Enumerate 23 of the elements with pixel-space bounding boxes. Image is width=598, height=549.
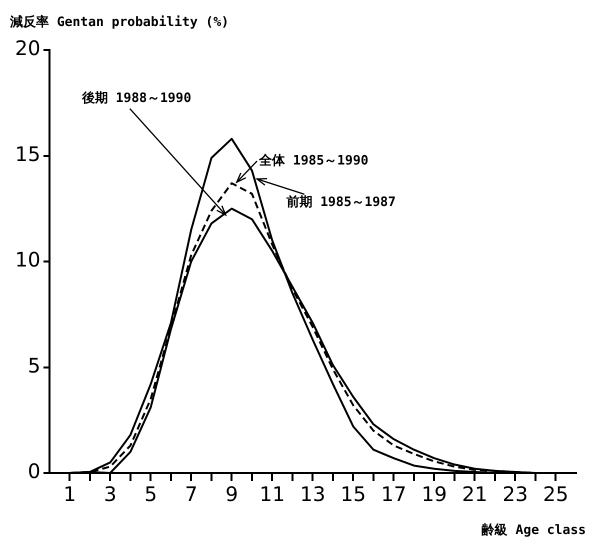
x-tick-label: 9 [225,482,238,506]
y-tick-label: 20 [14,36,40,60]
y-tick-label: 0 [28,459,40,484]
x-tick-label: 23 [502,482,528,506]
x-tick-label: 1 [63,482,76,506]
y-axis-title: 減反率 Gentan probability (%) [9,14,230,30]
x-tick-label: 17 [381,482,406,506]
series-label: 前期 1985～1987 [285,194,396,210]
series-label: 全体 1985～1990 [258,154,369,169]
y-tick-label: 5 [28,353,40,378]
x-tick-label: 13 [300,482,326,506]
x-tick-label: 15 [340,482,366,506]
x-tick-label: 25 [543,482,568,506]
x-tick-label: 19 [422,482,447,506]
y-tick-label: 10 [14,248,40,272]
text: 後期 1988～1990 [80,90,192,106]
x-tick-label: 21 [462,482,488,506]
x-tick-label: 5 [144,482,158,506]
y-tick-label: 15 [14,142,40,166]
x-axis-title: 齢級 Age class [482,522,586,538]
x-tick-label: 3 [104,482,117,506]
x-tick-label: 11 [259,482,285,506]
x-tick-label: 7 [184,482,198,506]
